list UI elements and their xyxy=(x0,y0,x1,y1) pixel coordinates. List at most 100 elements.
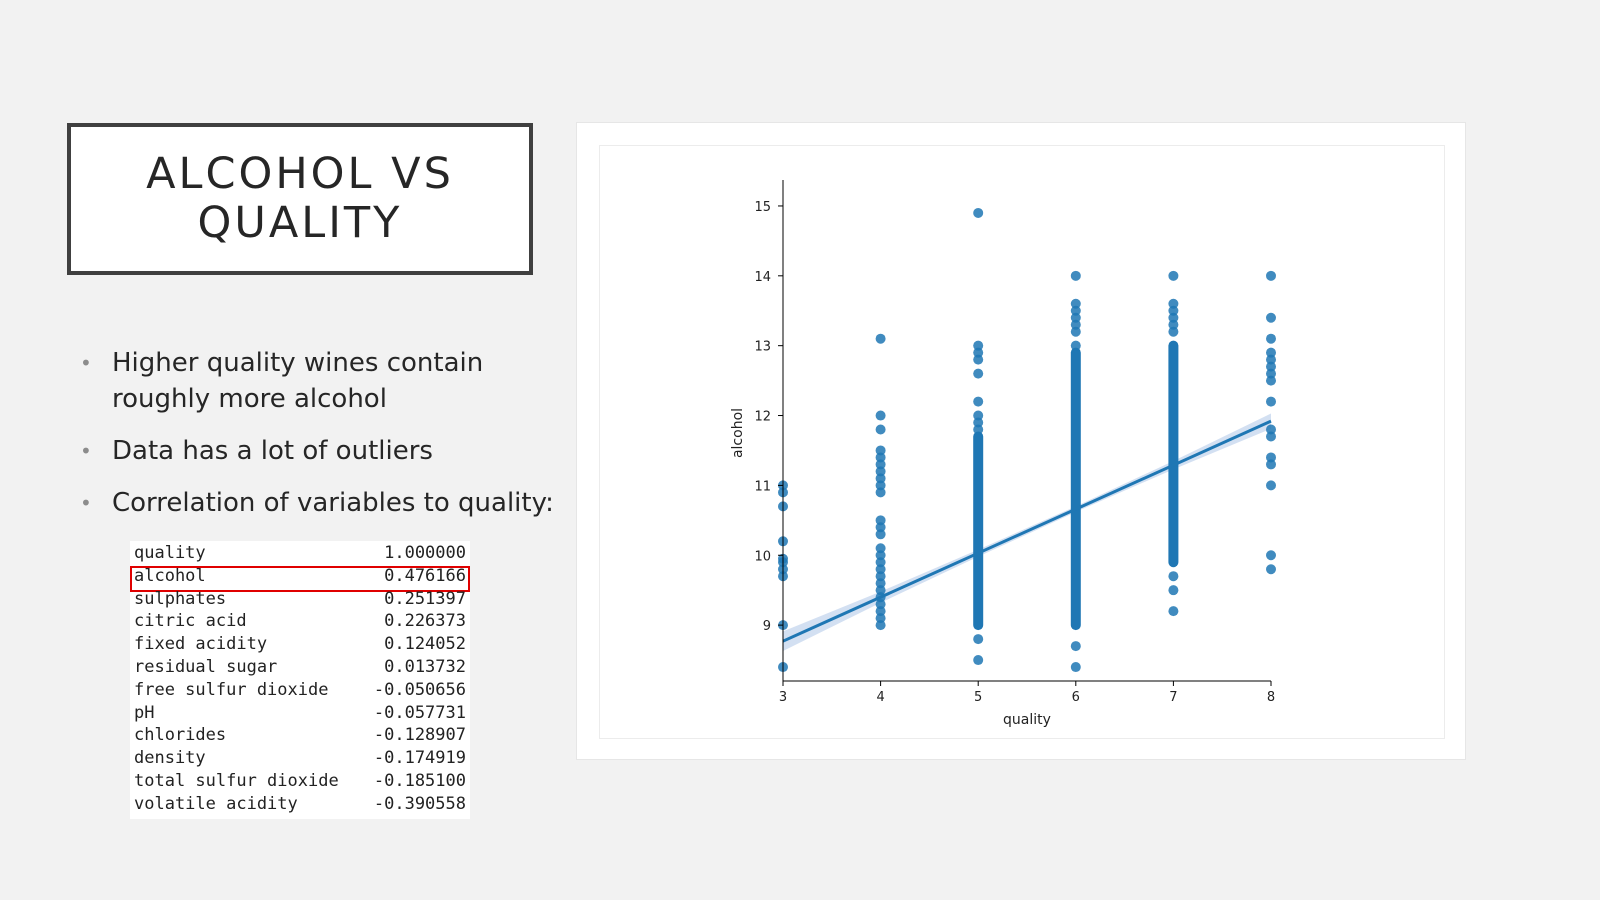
data-point xyxy=(875,578,886,589)
correlation-row: sulphates 0.251397 xyxy=(134,588,466,610)
data-point xyxy=(875,606,886,617)
correlation-variable: residual sugar xyxy=(134,657,278,677)
correlation-value: 0.251397 xyxy=(384,588,466,609)
data-point xyxy=(875,452,886,463)
data-point xyxy=(1168,298,1179,309)
correlation-value: 0.013732 xyxy=(384,657,466,677)
data-point xyxy=(1266,270,1276,281)
data-point xyxy=(875,529,886,540)
correlation-row: citric acid 0.226373 xyxy=(134,610,466,632)
bullet-item: • Data has a lot of outliers xyxy=(80,433,560,469)
data-point xyxy=(973,410,984,421)
y-tick-label: 15 xyxy=(754,200,771,215)
data-point xyxy=(1266,452,1276,463)
y-tick-label: 10 xyxy=(754,549,771,564)
correlation-row: density -0.174919 xyxy=(134,747,466,769)
data-point xyxy=(973,417,984,428)
correlation-variable: free sulfur dioxide xyxy=(134,679,329,700)
data-point xyxy=(1070,305,1081,316)
data-point xyxy=(1266,354,1276,365)
dense-point-strip xyxy=(1168,340,1179,568)
correlation-variable: pH xyxy=(134,702,155,723)
correlation-value: 1.000000 xyxy=(384,543,466,563)
data-point xyxy=(875,557,886,568)
x-tick-label: 8 xyxy=(1267,690,1275,705)
data-point xyxy=(875,424,886,435)
y-tick-label: 9 xyxy=(763,619,771,634)
data-point xyxy=(875,585,886,596)
data-point xyxy=(1266,459,1276,470)
data-point xyxy=(875,459,886,470)
correlation-value: -0.185100 xyxy=(373,771,466,791)
data-point xyxy=(1168,585,1179,596)
data-point xyxy=(973,655,984,666)
data-point xyxy=(1168,270,1179,281)
data-point xyxy=(1266,550,1276,561)
correlation-value: -0.057731 xyxy=(373,702,466,723)
data-point xyxy=(1168,326,1179,337)
x-tick-label: 5 xyxy=(974,690,982,705)
correlation-row: chlorides -0.128907 xyxy=(134,724,466,746)
data-point xyxy=(973,424,984,435)
data-point xyxy=(875,480,886,491)
correlation-variable: citric acid xyxy=(134,611,247,632)
data-point xyxy=(875,599,886,610)
correlation-row: pH -0.057731 xyxy=(134,702,466,724)
data-point xyxy=(1266,424,1276,435)
data-point xyxy=(875,522,886,533)
data-point xyxy=(1266,361,1276,372)
data-point xyxy=(973,340,984,351)
correlation-row: quality 1.000000 xyxy=(134,542,466,564)
correlation-value: -0.128907 xyxy=(373,725,466,746)
data-point xyxy=(1070,270,1081,281)
bullet-list: • Higher quality wines contain roughly mo… xyxy=(80,345,560,537)
bullet-text: Higher quality wines contain roughly mor… xyxy=(112,348,484,414)
data-point xyxy=(1070,340,1081,351)
slide-title-line-1: ALCOHOL VS xyxy=(146,149,454,199)
data-point xyxy=(875,487,886,498)
slide-title-line-2: QUALITY xyxy=(197,198,403,248)
x-tick-label: 3 xyxy=(779,690,787,705)
data-point xyxy=(973,347,984,358)
correlation-variable: alcohol xyxy=(134,565,206,586)
bullet-dot-icon: • xyxy=(80,491,92,515)
data-point xyxy=(1266,368,1276,379)
data-point xyxy=(875,473,886,484)
y-tick-label: 13 xyxy=(754,340,771,355)
data-point xyxy=(875,515,886,526)
data-point xyxy=(973,634,984,645)
data-point xyxy=(1168,305,1179,316)
data-point xyxy=(875,550,886,561)
correlation-row: volatile acidity -0.390558 xyxy=(134,793,466,815)
bullet-dot-icon: • xyxy=(80,351,92,375)
alcohol-highlight-box xyxy=(130,566,470,592)
correlation-variable: volatile acidity xyxy=(134,793,298,814)
correlation-row: free sulfur dioxide -0.050656 xyxy=(134,679,466,701)
correlation-row: fixed acidity 0.124052 xyxy=(134,633,466,655)
bullet-text: Data has a lot of outliers xyxy=(112,436,433,466)
correlation-variable: sulphates xyxy=(134,588,227,609)
bullet-dot-icon: • xyxy=(80,439,92,463)
data-point xyxy=(1168,571,1179,582)
data-point xyxy=(973,207,984,218)
data-point xyxy=(1168,606,1179,617)
correlation-value: 0.124052 xyxy=(384,634,466,655)
y-tick-label: 11 xyxy=(754,479,771,494)
data-point xyxy=(1070,641,1081,652)
data-point xyxy=(875,613,886,624)
correlation-value: 0.226373 xyxy=(384,611,466,632)
data-point xyxy=(1266,396,1276,407)
data-point xyxy=(1266,564,1276,575)
data-point xyxy=(875,620,886,631)
data-point xyxy=(1168,319,1179,330)
scatter-chart: 3 4 5 6 7 8 9 10 11 12 13 14 15 quality alcohol xyxy=(730,180,1276,728)
data-point xyxy=(1266,312,1276,323)
correlation-variable: density xyxy=(134,748,206,769)
x-tick-label: 4 xyxy=(876,690,884,705)
y-tick-label: 14 xyxy=(754,270,771,285)
data-point xyxy=(1070,319,1081,330)
dense-point-strip xyxy=(1070,347,1081,631)
bullet-item: • Higher quality wines contain roughly mo… xyxy=(80,345,560,417)
data-point xyxy=(875,445,886,456)
correlation-value: -0.050656 xyxy=(373,679,466,700)
